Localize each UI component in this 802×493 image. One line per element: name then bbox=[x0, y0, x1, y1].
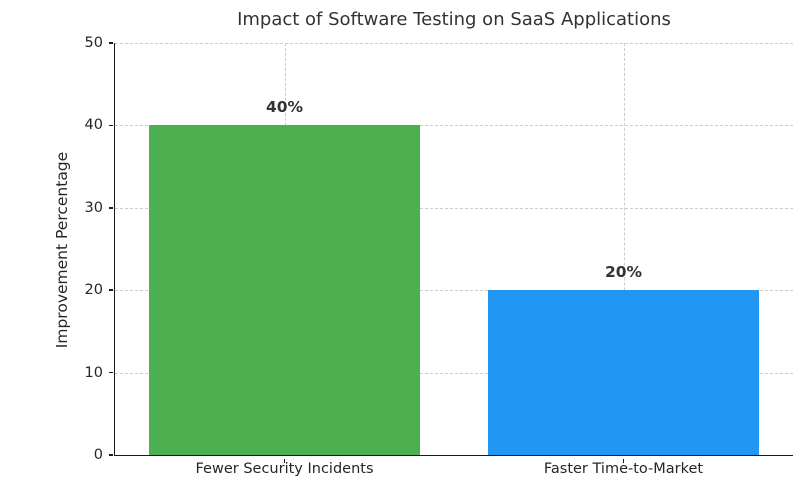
y-axis-label: Improvement Percentage bbox=[53, 151, 71, 349]
x-tick-label: Faster Time-to-Market bbox=[543, 461, 704, 477]
bar-value-label: 20% bbox=[604, 263, 643, 282]
y-tick-mark bbox=[109, 289, 114, 292]
bar-value-label: 40% bbox=[265, 98, 304, 117]
x-gridline bbox=[623, 43, 625, 455]
y-gridline bbox=[115, 372, 793, 374]
x-tick-label: Fewer Security Incidents bbox=[195, 461, 374, 477]
y-tick-mark bbox=[109, 371, 114, 374]
y-tick-mark bbox=[109, 42, 114, 44]
plot-area: 0 10 20 30 40 50 40% Fewer Security Incidents 20… bbox=[85, 36, 793, 477]
y-tick-label: 0 bbox=[93, 446, 103, 463]
y-gridline bbox=[115, 43, 793, 44]
y-tick-label: 10 bbox=[84, 364, 103, 381]
bar bbox=[487, 290, 760, 455]
y-tick-label: 20 bbox=[84, 281, 103, 298]
y-gridline bbox=[115, 290, 793, 292]
y-tick-label: 30 bbox=[84, 199, 103, 216]
chart-title: Impact of Software Testing on SaaS Appli… bbox=[237, 9, 671, 30]
y-tick-mark bbox=[109, 124, 114, 127]
y-gridline bbox=[115, 207, 793, 209]
x-tick-mark bbox=[622, 458, 625, 463]
y-gridline bbox=[115, 125, 793, 127]
y-tick-label: 50 bbox=[84, 34, 103, 51]
bar bbox=[148, 125, 421, 455]
x-tick-mark bbox=[283, 458, 286, 463]
y-tick-mark bbox=[109, 454, 114, 456]
y-tick-mark bbox=[109, 206, 114, 209]
y-tick-label: 40 bbox=[84, 117, 103, 134]
